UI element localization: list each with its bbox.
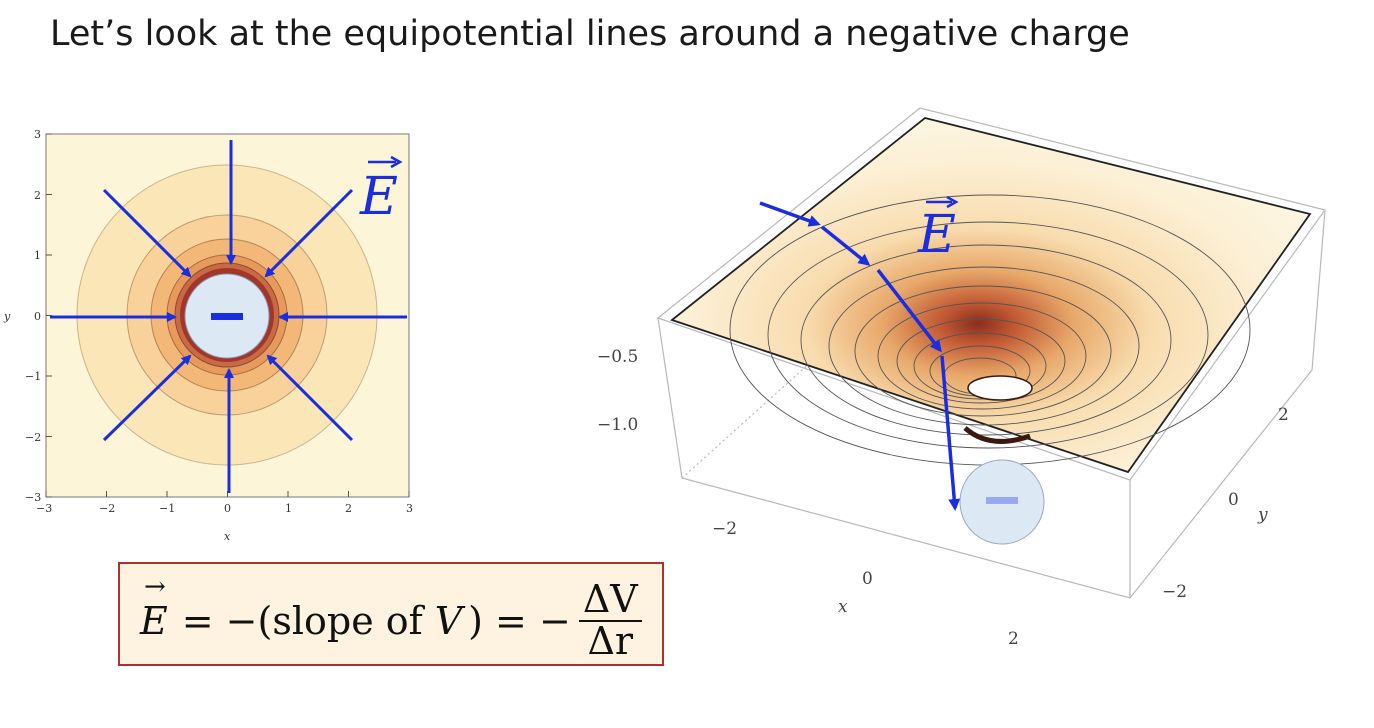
field-path-arrows (759, 201, 961, 511)
x-tick-label: 0 (224, 502, 231, 515)
field-arrows (50, 140, 407, 493)
formula-middle2: ) = − (468, 598, 571, 643)
field-arrow (102, 354, 192, 442)
equipotential-contour-plot: −3 −2 −1 0 1 2 3 3 2 1 0 −1 −2 −3 x y E (3, 128, 413, 543)
minus-sign (986, 497, 1018, 504)
y-tick-label: −3 (25, 491, 41, 504)
x-tick-label: −1 (159, 502, 175, 515)
x-tick-label: −2 (99, 502, 115, 515)
field-vector-label: E (359, 155, 403, 227)
formula-denominator: Δr (587, 618, 634, 663)
x-tick-label: 2 (345, 502, 352, 515)
y-tick-label: 2 (1278, 405, 1289, 425)
y-axis-label: y (1257, 505, 1268, 525)
y-tick-label: 2 (34, 189, 41, 202)
x-tick-labels: −3 −2 −1 0 1 2 3 (36, 502, 413, 515)
y-tick-label: 1 (34, 249, 41, 262)
x-tick-label: −2 (712, 519, 737, 539)
bounding-box (656, 107, 1327, 599)
z-tick-labels: −0.5 −1.0 (597, 347, 638, 435)
y-tick-label: −2 (1162, 582, 1187, 602)
x-tick-label: 3 (406, 502, 413, 515)
y-tick-label: −1 (25, 370, 41, 383)
x-axis-ticks (45, 491, 410, 497)
x-tick-labels-3d: −2 0 2 (712, 519, 1019, 649)
x-tick-label: 0 (862, 569, 873, 589)
y-tick-label: 3 (34, 128, 41, 141)
field-slope-formula: E = −(slope of V ) = − ΔV Δr (140, 572, 642, 663)
formula-box: E = −(slope of V ) = − ΔV Δr (118, 562, 664, 666)
minus-sign (211, 313, 243, 320)
y-tick-label: −2 (25, 431, 41, 444)
x-axis-label: x (224, 530, 231, 543)
field-arrow (876, 268, 942, 353)
well-hole (967, 375, 1033, 401)
field-arrow (820, 225, 871, 266)
x-tick-label: 2 (1008, 629, 1019, 649)
formula-v: V (434, 598, 463, 643)
formula-middle: = −(slope of (181, 598, 423, 643)
field-arrow (102, 188, 192, 278)
field-arrow (266, 354, 354, 442)
y-tick-label: 0 (1228, 490, 1239, 510)
field-arrow (759, 201, 821, 227)
field-arrow (940, 355, 961, 511)
potential-surface (670, 117, 1312, 474)
field-vector-e: E (917, 205, 956, 265)
field-vector-label-3d: E (917, 195, 959, 265)
y-tick-labels-3d: 2 0 −2 (1162, 405, 1289, 602)
y-tick-labels: 3 2 1 0 −1 −2 −3 (25, 128, 41, 504)
slide-title: Let’s look at the equipotential lines ar… (50, 14, 1130, 54)
x-axis-label: x (838, 597, 848, 617)
field-vector-e: E (359, 167, 398, 227)
field-arrow (264, 188, 354, 278)
formula-e-vector: E (140, 572, 168, 643)
y-axis-label: y (3, 310, 11, 323)
z-tick-label: −0.5 (597, 347, 638, 367)
negative-charge-3d (959, 459, 1045, 545)
formula-numerator: ΔV (578, 579, 642, 622)
formula-fraction: ΔV Δr (578, 579, 642, 663)
x-tick-label: −3 (36, 502, 52, 515)
negative-charge (184, 273, 270, 359)
x-tick-label: 1 (285, 502, 292, 515)
y-tick-label: 0 (34, 310, 41, 323)
z-tick-label: −1.0 (597, 415, 638, 435)
